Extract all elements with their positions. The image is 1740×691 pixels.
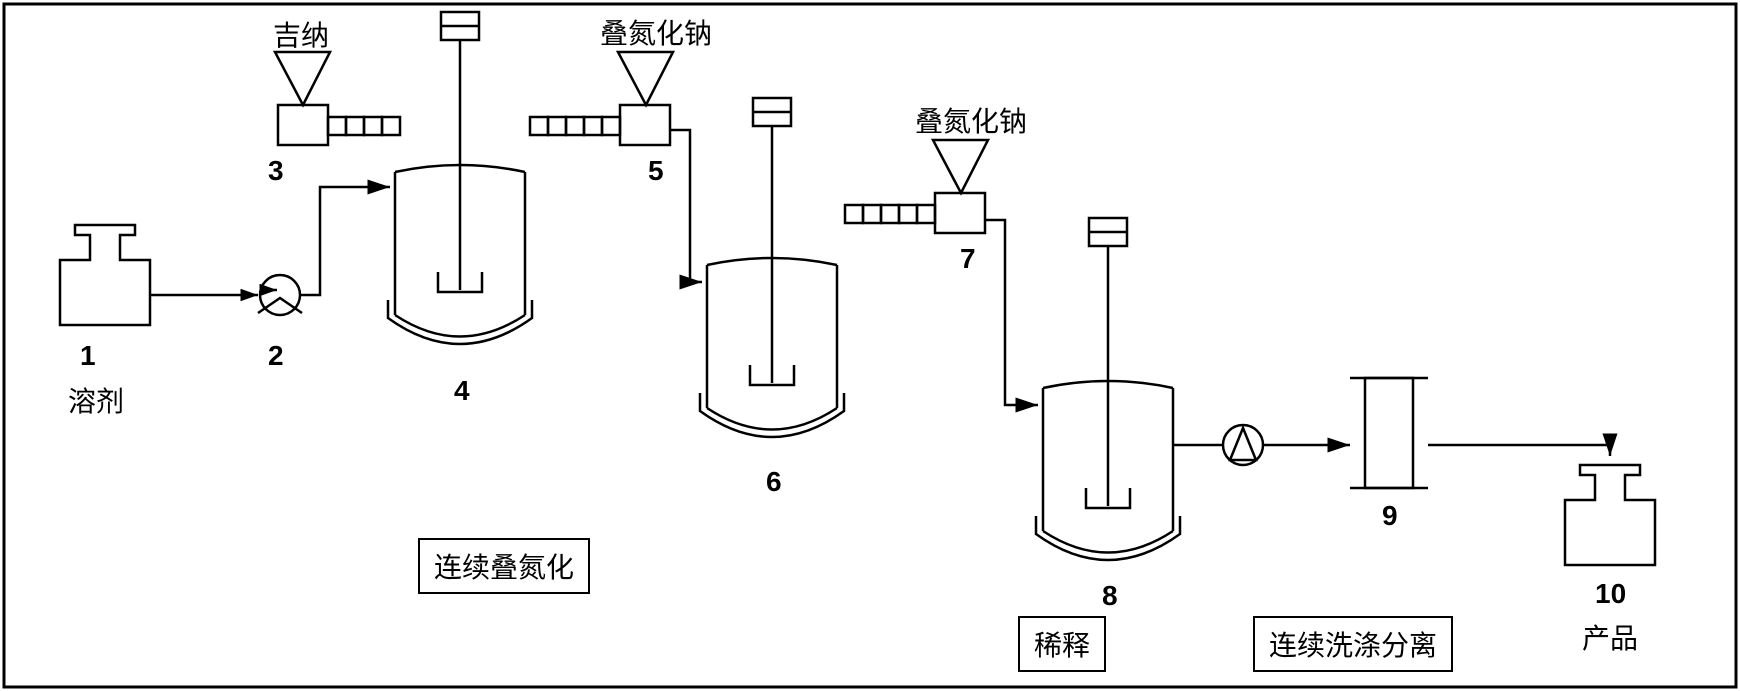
reactor-6	[700, 98, 844, 437]
pipe-2-to-4	[300, 187, 390, 295]
node-number-4: 4	[454, 375, 470, 407]
storage-tank-10	[1565, 465, 1655, 565]
node-number-3: 3	[268, 155, 284, 187]
process-box-dilution: 稀释	[1018, 616, 1106, 672]
solvent-label: 溶剂	[68, 380, 124, 420]
feeder-7	[845, 140, 988, 233]
product-label: 产品	[1582, 617, 1638, 657]
node-number-1: 1	[80, 340, 96, 372]
node-number-10: 10	[1595, 578, 1626, 610]
reactor-8	[1036, 218, 1180, 560]
pipe-4-to-6	[670, 130, 702, 282]
node-number-2: 2	[268, 340, 284, 372]
node-number-7: 7	[960, 243, 976, 275]
pipe-9-to-10	[1428, 445, 1610, 456]
process-flow-diagram	[0, 0, 1740, 691]
pipe-6-to-8	[985, 220, 1038, 405]
node-number-6: 6	[766, 466, 782, 498]
storage-tank-1	[60, 225, 150, 325]
node-number-5: 5	[648, 155, 664, 187]
node-number-8: 8	[1102, 580, 1118, 612]
feeder-5	[530, 52, 673, 145]
pump-2	[258, 275, 302, 315]
pump-inline	[1223, 425, 1263, 465]
process-box-azidation: 连续叠氮化	[418, 538, 590, 594]
feed-label-azide-2: 叠氮化钠	[915, 100, 1027, 140]
feed-label-azide-1: 叠氮化钠	[600, 12, 712, 52]
node-number-9: 9	[1382, 500, 1398, 532]
column-9	[1350, 378, 1428, 488]
feed-label-jina: 吉纳	[273, 14, 329, 54]
feeder-3	[275, 52, 400, 145]
process-box-wash-sep: 连续洗涤分离	[1253, 616, 1453, 672]
diagram-frame	[4, 4, 1736, 687]
reactor-4	[388, 12, 532, 344]
